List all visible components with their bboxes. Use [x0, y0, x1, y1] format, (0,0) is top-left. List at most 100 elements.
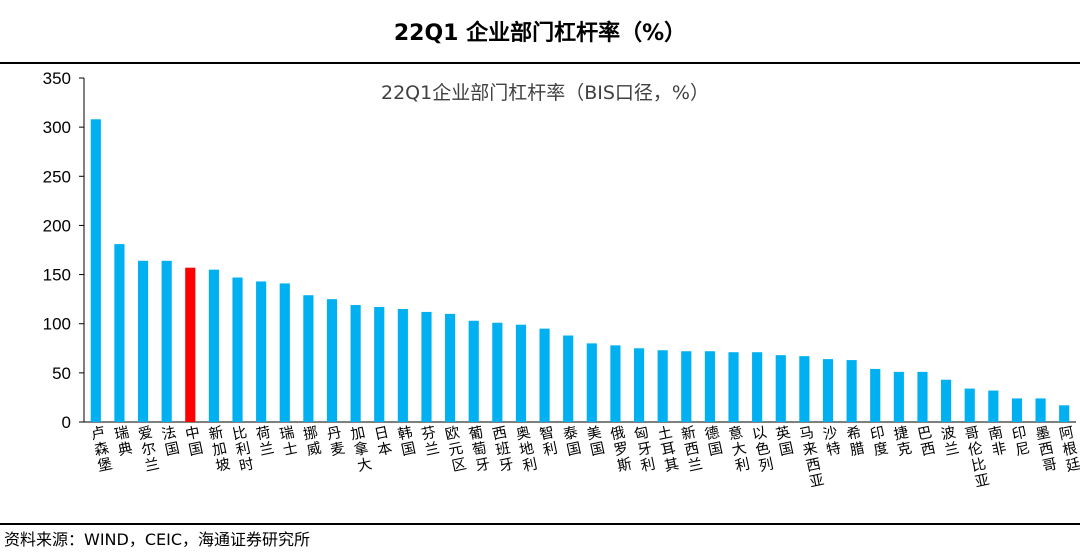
category-label: 印尼: [1010, 424, 1031, 459]
bar-16: [468, 320, 479, 422]
bar-20: [563, 335, 574, 422]
bar-4: [185, 267, 196, 422]
category-label: 墨西哥: [1034, 425, 1058, 475]
category-label: 马来西亚: [798, 424, 826, 491]
bar-25: [681, 351, 692, 422]
page-title: 22Q1 企业部门杠杆率（%）: [393, 21, 687, 46]
source-note: 资料来源：WIND，CEIC，海通证券研究所: [4, 530, 311, 549]
y-tick-label: 150: [43, 266, 71, 285]
bar-39: [1011, 398, 1023, 422]
category-label: 阿根廷: [1058, 424, 1080, 475]
category-label: 爱尔兰: [136, 424, 160, 475]
y-tick-label: 300: [43, 118, 71, 137]
category-label: 加拿大: [349, 424, 374, 475]
category-label: 俄罗斯: [609, 424, 633, 475]
chart-title: 22Q1企业部门杠杆率（BIS口径，%）: [381, 82, 709, 104]
category-label: 卢森堡: [89, 424, 114, 475]
bar-1: [114, 244, 125, 422]
category-label: 德国: [703, 424, 724, 459]
category-label: 土耳其: [656, 424, 680, 475]
category-label: 匈牙利: [632, 424, 656, 475]
category-label: 巴西: [916, 425, 937, 460]
bars: [90, 119, 1070, 422]
category-label: 芬兰: [420, 424, 441, 459]
y-tick-label: 50: [52, 364, 71, 383]
category-label: 以色列: [751, 425, 775, 475]
bar-3: [161, 260, 172, 422]
y-tick-label: 200: [43, 216, 71, 235]
bar-18: [515, 324, 527, 422]
category-label: 奥地利: [514, 424, 538, 475]
bar-9: [303, 295, 314, 422]
bar-35: [917, 371, 928, 422]
bar-26: [704, 351, 715, 422]
y-tick-label: 350: [43, 69, 71, 88]
bar-5: [208, 269, 219, 422]
bar-31: [822, 359, 834, 422]
category-label: 意大利: [727, 423, 752, 475]
bar-23: [633, 348, 645, 422]
bar-17: [492, 322, 503, 422]
category-label: 日本: [373, 425, 394, 460]
category-label: 南非: [987, 424, 1008, 459]
y-tick-label: 0: [62, 413, 71, 432]
category-label: 智利: [538, 424, 559, 459]
bar-19: [539, 328, 550, 422]
bar-15: [445, 313, 456, 422]
category-label: 新西兰: [680, 424, 704, 475]
y-tick-label: 250: [43, 167, 71, 186]
bar-33: [870, 368, 881, 422]
bar-24: [657, 350, 668, 422]
category-label: 哥伦比亚: [963, 425, 991, 491]
bar-37: [964, 388, 975, 422]
category-label: 比利时: [231, 424, 255, 475]
category-label: 瑞典: [113, 424, 134, 459]
bar-28: [752, 352, 763, 422]
category-label: 波兰: [940, 424, 962, 460]
bar-30: [799, 356, 810, 422]
category-label: 美国: [585, 424, 606, 459]
bar-2: [137, 260, 149, 422]
bar-chart: 0 50 100 150 200 250 300 350 卢森堡瑞典爱尔兰法国中国新加坡比利时…: [43, 69, 1080, 491]
bar-34: [893, 371, 904, 422]
bar-29: [775, 355, 786, 422]
category-labels: 卢森堡瑞典爱尔兰法国中国新加坡比利时荷兰瑞士挪威丹麦加拿大日本韩国芬兰欧元区葡萄…: [89, 423, 1080, 491]
category-label: 沙特: [822, 425, 843, 460]
footer-divider: [0, 523, 1080, 525]
category-label: 欧元区: [444, 424, 469, 475]
category-label: 捷克: [892, 424, 914, 460]
bar-27: [728, 352, 739, 422]
category-label: 希腊: [845, 424, 866, 459]
bar-8: [279, 283, 290, 422]
category-label: 法国: [160, 424, 181, 459]
category-label: 英国: [774, 423, 796, 460]
category-label: 瑞士: [278, 424, 299, 459]
bar-40: [1035, 398, 1046, 422]
y-tick-label: 100: [43, 315, 71, 334]
title-divider: [0, 62, 1080, 64]
bar-6: [232, 277, 243, 422]
bar-12: [374, 307, 385, 422]
bar-13: [397, 308, 408, 422]
bar-32: [846, 360, 857, 422]
bar-14: [421, 311, 432, 422]
bar-22: [610, 345, 621, 422]
bar-41: [1059, 405, 1070, 422]
bar-7: [256, 281, 267, 422]
bar-36: [941, 379, 952, 422]
bar-38: [988, 390, 999, 422]
y-axis: 0 50 100 150 200 250 300 350: [43, 69, 85, 432]
category-label: 中国: [184, 424, 205, 459]
bar-10: [326, 299, 338, 422]
bar-21: [586, 343, 597, 422]
category-label: 丹麦: [326, 425, 347, 460]
bar-11: [350, 305, 361, 422]
category-label: 葡萄牙: [467, 424, 491, 475]
category-label: 西班牙: [491, 425, 515, 475]
category-label: 挪威: [302, 424, 324, 460]
category-label: 韩国: [396, 424, 417, 459]
category-label: 印度: [869, 424, 890, 459]
category-label: 泰国: [562, 424, 584, 460]
category-label: 荷兰: [255, 424, 276, 459]
bar-0: [90, 119, 101, 422]
